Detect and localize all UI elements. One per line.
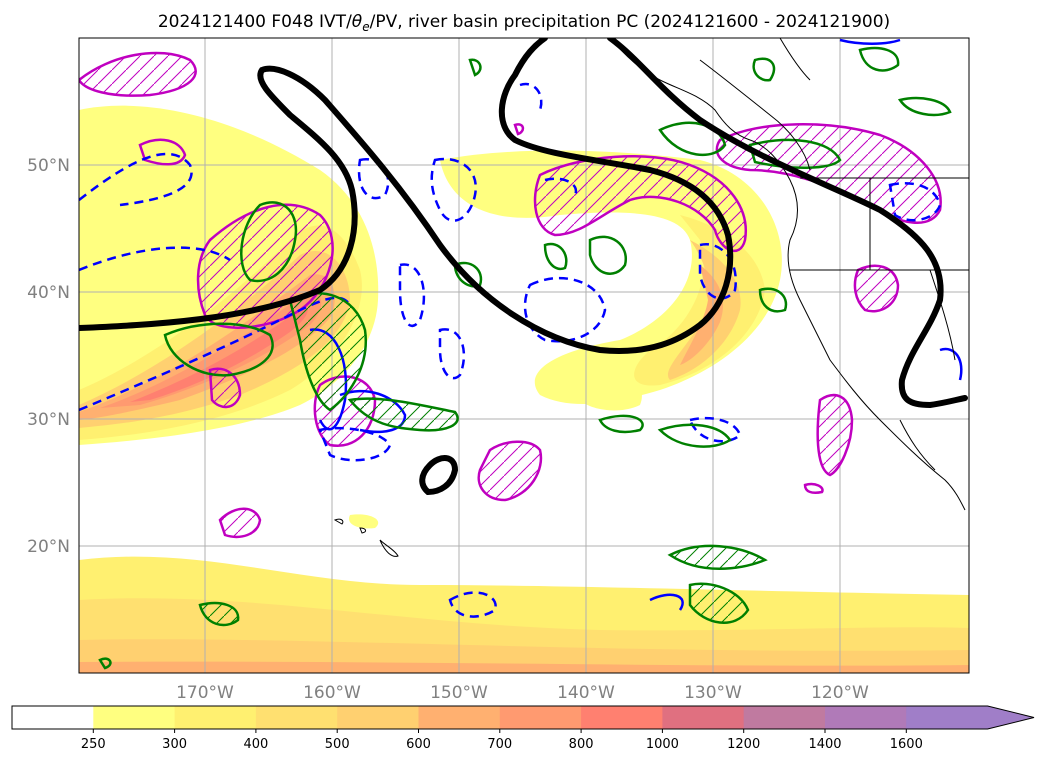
colorbar-tick-label: 800 — [569, 737, 594, 752]
colorbar-tick-label: 250 — [81, 737, 106, 752]
lon-label: 140°W — [557, 683, 615, 703]
lat-label: 50°N — [27, 156, 70, 176]
colorbar-segment — [581, 706, 663, 729]
colorbar-tick-label: 1200 — [727, 737, 760, 752]
longitude-labels: 170°W 160°W 150°W 140°W 130°W 120°W — [176, 683, 869, 703]
lat-label: 30°N — [27, 410, 70, 430]
lon-label: 170°W — [176, 683, 234, 703]
lon-label: 150°W — [430, 683, 488, 703]
theta-e-contour — [79, 38, 968, 496]
lon-label: 120°W — [811, 683, 869, 703]
colorbar-tick-label: 700 — [487, 737, 512, 752]
map-title: 2024121400 F048 IVT/θe/PV, river basin p… — [158, 12, 890, 34]
lon-label: 130°W — [684, 683, 742, 703]
colorbar-segment — [93, 706, 176, 729]
colorbar-tick-label: 300 — [162, 737, 187, 752]
colorbar-tick-label: 1000 — [646, 737, 679, 752]
lat-label: 40°N — [27, 283, 70, 303]
map-frame — [78, 37, 970, 674]
colorbar-segment — [337, 706, 420, 729]
colorbar: 250 300 400 500 600 700 800 1000 1200 1400 1600 — [11, 705, 1035, 752]
colorbar-segment — [12, 706, 94, 729]
lat-label: 20°N — [27, 537, 70, 557]
coastlines — [333, 38, 969, 557]
precip-contours — [79, 51, 942, 539]
colorbar-tick-label: 1400 — [808, 737, 841, 752]
latitude-labels: 50°N 40°N 30°N 20°N — [27, 156, 70, 557]
pv-negative-contours — [79, 38, 963, 618]
colorbar-segment — [743, 706, 826, 729]
pv-positive-contours — [98, 46, 952, 670]
colorbar-tick-label: 600 — [406, 737, 431, 752]
colorbar-segment — [825, 706, 907, 729]
lon-label: 160°W — [303, 683, 361, 703]
colorbar-tick-label: 1600 — [890, 737, 923, 752]
colorbar-segment — [499, 706, 582, 729]
colorbar-segment — [418, 706, 501, 729]
colorbar-segment — [255, 706, 338, 729]
colorbar-outline — [11, 705, 1035, 730]
map-panel — [79, 38, 969, 673]
colorbar-segment — [174, 706, 257, 729]
colorbar-tick-label: 400 — [243, 737, 268, 752]
colorbar-tick-label: 500 — [325, 737, 350, 752]
colorbar-extend-arrow — [906, 706, 1034, 729]
colorbar-segment — [662, 706, 745, 729]
